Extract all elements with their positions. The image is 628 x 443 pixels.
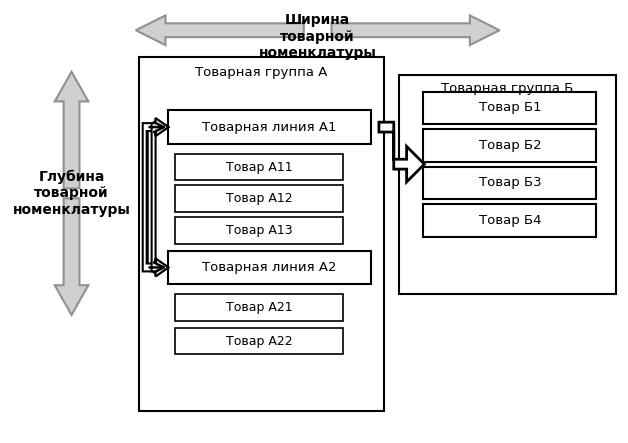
Bar: [175, 186, 344, 212]
Bar: [423, 204, 597, 237]
Polygon shape: [151, 118, 168, 276]
Text: Товар Б1: Товар Б1: [479, 101, 541, 114]
Bar: [168, 110, 371, 144]
Text: Ширина
товарной
номенклатуры: Ширина товарной номенклатуры: [259, 13, 377, 60]
Polygon shape: [379, 122, 425, 182]
Polygon shape: [55, 198, 89, 315]
Bar: [175, 294, 344, 321]
Text: Товарная линия А2: Товарная линия А2: [202, 261, 337, 274]
Text: Товар А22: Товар А22: [226, 334, 293, 348]
Bar: [175, 217, 344, 244]
Text: Товар А12: Товар А12: [226, 192, 293, 205]
Text: Товар А21: Товар А21: [226, 301, 293, 314]
Text: Товар Б3: Товар Б3: [479, 176, 541, 190]
Bar: [175, 328, 344, 354]
Bar: [175, 154, 344, 180]
Bar: [423, 92, 597, 124]
Text: Товарная линия А1: Товарная линия А1: [202, 120, 337, 134]
Text: Товар Б4: Товар Б4: [479, 214, 541, 227]
Polygon shape: [332, 16, 499, 45]
Text: Товар А13: Товар А13: [226, 224, 293, 237]
Bar: [399, 75, 616, 294]
Polygon shape: [136, 16, 304, 45]
Polygon shape: [55, 72, 89, 188]
Text: Товар Б2: Товар Б2: [479, 139, 541, 152]
Bar: [168, 251, 371, 284]
Bar: [423, 129, 597, 162]
Bar: [139, 57, 384, 411]
Polygon shape: [143, 118, 168, 276]
Text: Товарная группа Б: Товарная группа Б: [441, 82, 573, 95]
Text: Товарная группа А: Товарная группа А: [195, 66, 328, 79]
Text: Товар А11: Товар А11: [226, 161, 293, 174]
Text: Глубина
товарной
номенклатуры: Глубина товарной номенклатуры: [13, 170, 131, 217]
Bar: [423, 167, 597, 199]
